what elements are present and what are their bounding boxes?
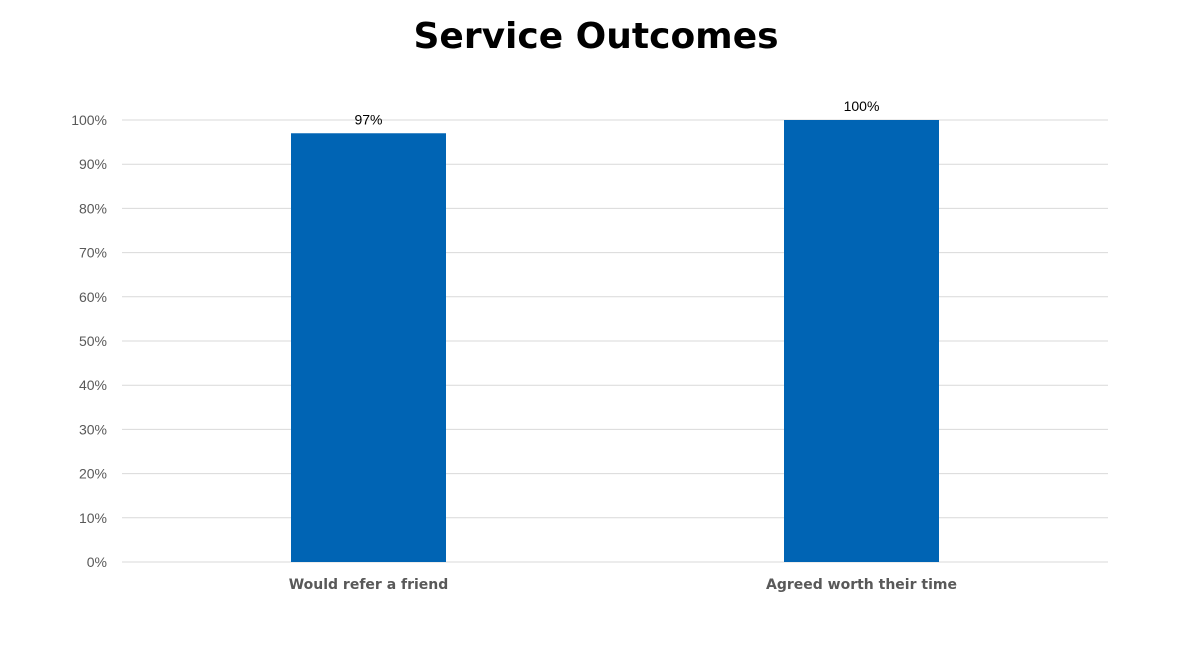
data-label: 97%: [354, 111, 382, 127]
y-tick-label: 90%: [79, 156, 107, 172]
x-category-label: Would refer a friend: [289, 577, 449, 593]
bar: [784, 120, 939, 562]
gridlines: [122, 119, 1108, 563]
x-axis-category-labels: Would refer a friend Agreed worth their t…: [289, 577, 957, 593]
data-labels: 97% 100%: [354, 98, 879, 127]
x-category-label: Agreed worth their time: [766, 577, 957, 593]
y-tick-label: 20%: [79, 466, 107, 482]
data-label: 100%: [844, 98, 880, 114]
y-tick-label: 70%: [79, 245, 107, 261]
chart-title: Service Outcomes: [413, 16, 779, 57]
bars: [291, 120, 939, 562]
y-tick-label: 60%: [79, 289, 107, 305]
y-axis-tick-labels: 0% 10% 20% 30% 40% 50% 60% 70% 80% 90% 100%: [71, 112, 107, 570]
y-tick-label: 10%: [79, 510, 107, 526]
y-tick-label: 100%: [71, 112, 107, 128]
y-tick-label: 0%: [87, 554, 107, 570]
y-tick-label: 30%: [79, 421, 107, 437]
y-tick-label: 40%: [79, 377, 107, 393]
y-tick-label: 50%: [79, 333, 107, 349]
y-tick-label: 80%: [79, 200, 107, 216]
bar: [291, 133, 446, 562]
